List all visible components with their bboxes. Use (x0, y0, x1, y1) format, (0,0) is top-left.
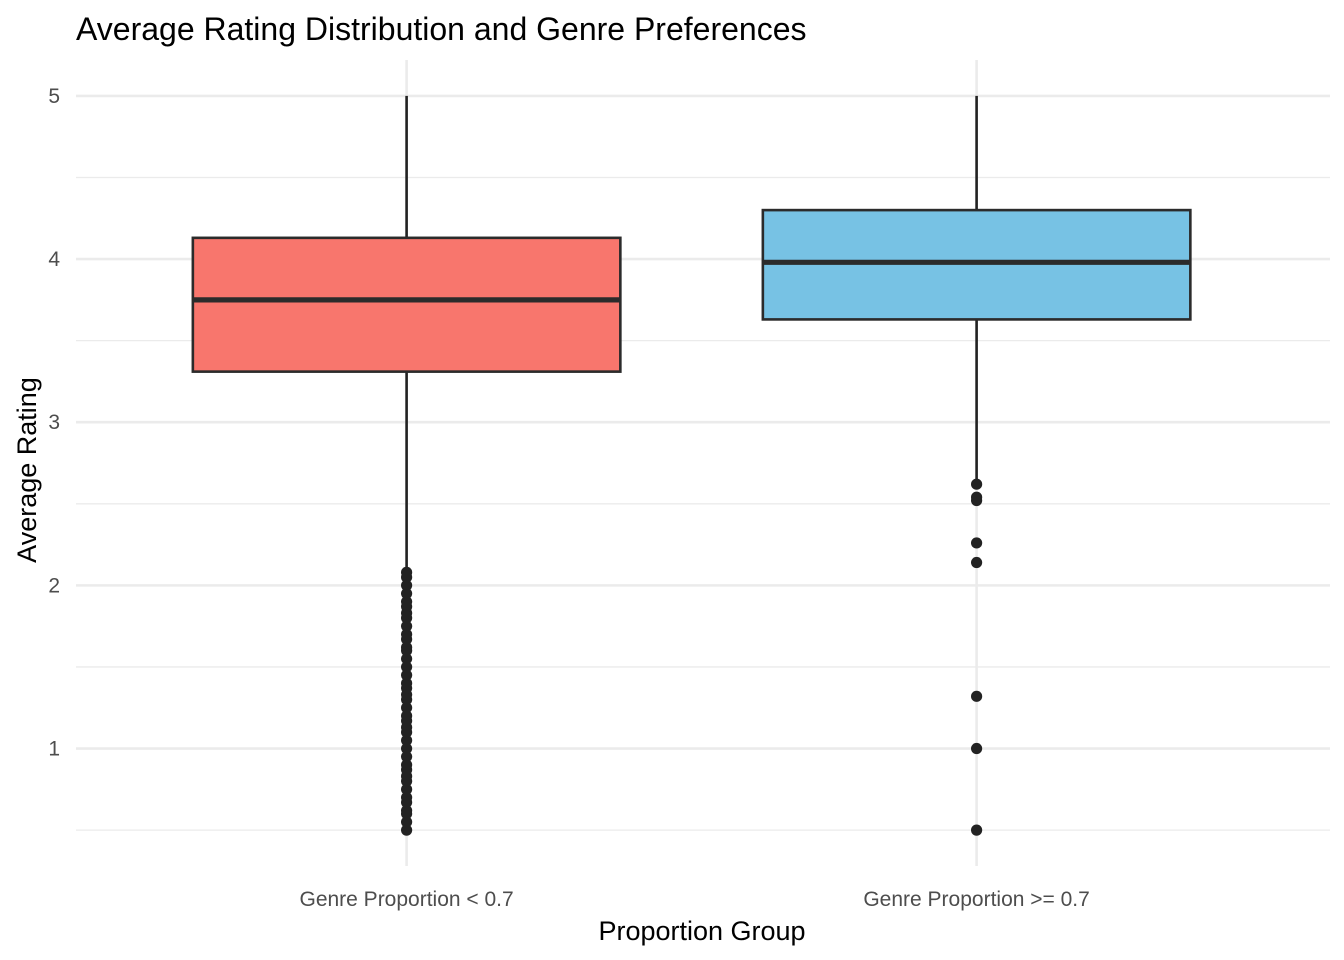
box-layer (191, 95, 1192, 836)
outlier-point (401, 734, 413, 746)
outlier-point (401, 702, 413, 714)
y-tick-label: 5 (48, 85, 60, 108)
y-axis-title: Average Rating (12, 377, 42, 563)
y-tick-label: 1 (48, 738, 60, 761)
outlier-point (401, 816, 413, 828)
outlier-point (401, 653, 413, 665)
outlier-point (401, 596, 413, 608)
box-group (191, 95, 622, 836)
x-axis-title: Proportion Group (598, 916, 805, 946)
y-tick-label: 4 (48, 248, 60, 271)
outlier-point (401, 641, 413, 653)
outlier-point (401, 804, 413, 817)
outlier-point (401, 783, 413, 795)
x-axis-ticks: Genre Proportion < 0.7 Genre Proportion >… (299, 888, 1089, 911)
outlier-point (401, 742, 413, 755)
outlier-point (971, 537, 983, 549)
y-tick-label: 3 (48, 411, 60, 434)
outlier-point (401, 628, 413, 640)
outlier-point (401, 669, 413, 681)
outlier-point (401, 587, 413, 600)
outlier-point (971, 690, 983, 702)
x-tick-label: Genre Proportion >= 0.7 (863, 888, 1089, 911)
outlier-point (401, 759, 413, 771)
y-tick-label: 2 (48, 574, 60, 597)
x-tick-label: Genre Proportion < 0.7 (299, 888, 513, 911)
outlier-point (401, 751, 413, 763)
box-iqr (191, 236, 622, 373)
outlier-point (971, 824, 983, 836)
outlier-point (401, 791, 413, 804)
outlier-point (401, 620, 413, 632)
outlier-point (401, 566, 413, 578)
outlier-point (401, 661, 413, 673)
outlier-point (401, 710, 413, 722)
outlier-point (971, 556, 983, 569)
outlier-point (401, 579, 413, 591)
outlier-point (401, 677, 413, 689)
grid-layer (76, 60, 1330, 866)
outlier-point (401, 824, 413, 836)
chart-title: Average Rating Distribution and Genre Pr… (76, 11, 806, 47)
outlier-point (971, 742, 983, 755)
outlier-point (971, 478, 983, 490)
y-axis-ticks: 1 2 3 4 5 (48, 85, 60, 761)
box-group (761, 95, 1192, 836)
outlier-point (971, 491, 983, 503)
